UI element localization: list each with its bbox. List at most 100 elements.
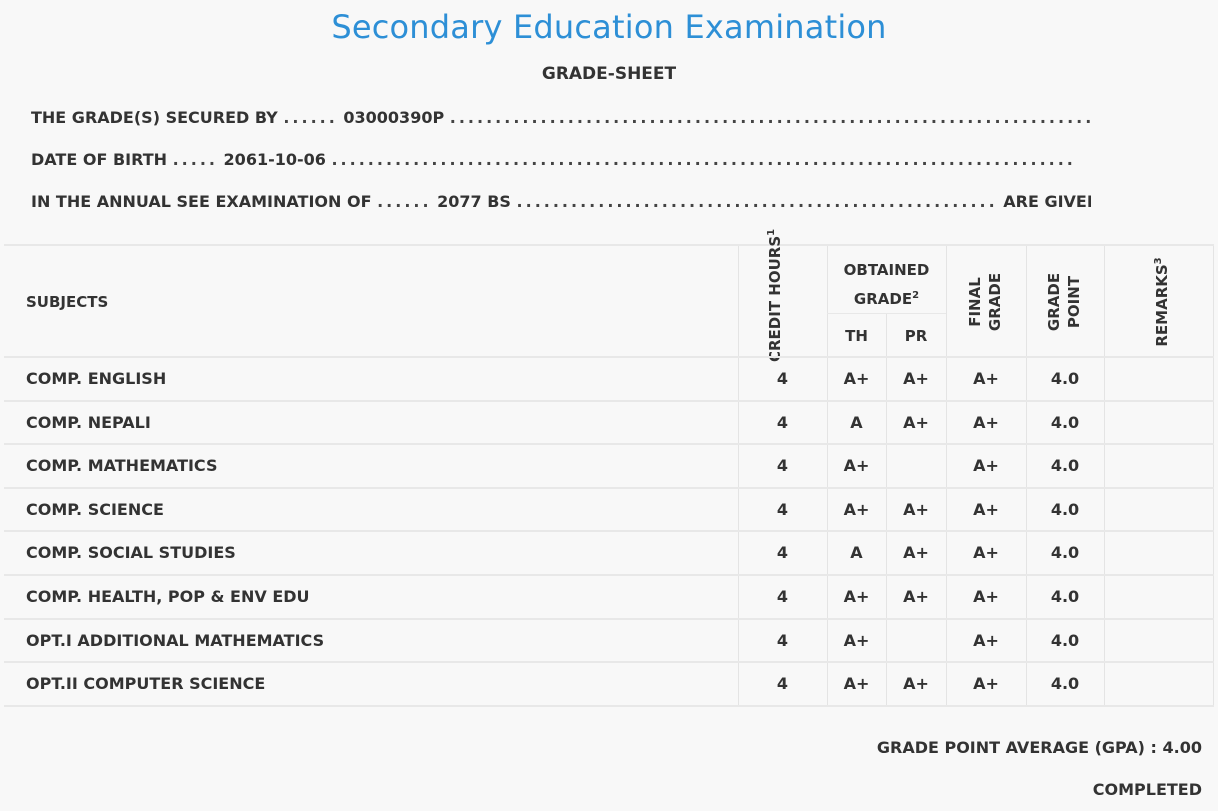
pr-grade-cell: A+ [903, 412, 929, 432]
final-grade-cell: A+ [973, 674, 999, 694]
footnote-mark: 1 [766, 228, 777, 236]
credit-hours-cell: 4 [776, 499, 789, 519]
credit-hours-cell: 4 [776, 456, 789, 476]
th-grade-cell: A+ [843, 499, 870, 519]
row-rule [4, 356, 1214, 358]
exam-label: IN THE ANNUAL SEE EXAMINATION OF [31, 192, 372, 211]
dot-leader: ..... [172, 150, 218, 169]
grade-point-cell: 4.0 [1050, 499, 1080, 519]
table-row: COMP. HEALTH, POP & ENV EDU 4 A+ A+ A+ 4.0 [0, 575, 1218, 618]
final-grade-cell: A+ [973, 369, 999, 388]
header-sub-rule [827, 313, 946, 314]
th-grade-cell: A+ [843, 630, 870, 650]
subject-cell: OPT.II COMPUTER SCIENCE [26, 674, 266, 694]
th-grade-cell: A+ [843, 674, 870, 694]
pr-grade-cell: A+ [903, 587, 929, 606]
credit-hours-cell: 4 [776, 543, 789, 563]
col-divider [1104, 246, 1105, 706]
grade-point-cell: 4.0 [1050, 412, 1080, 432]
row-rule [4, 574, 1214, 576]
col-divider [827, 246, 828, 706]
secured-by-label: THE GRADE(S) SECURED BY [31, 108, 278, 127]
header-final-grade: FINAL GRADE [966, 272, 1004, 332]
footnote-mark: 3 [1153, 257, 1164, 265]
exam-suffix: ARE GIVEN BELOW [1003, 192, 1091, 211]
credit-hours-cell: 4 [776, 674, 789, 694]
final-grade-cell: A+ [973, 456, 999, 476]
dot-leader: ...... [377, 192, 432, 211]
result-status: COMPLETED [1092, 780, 1202, 799]
col-divider [886, 314, 887, 706]
row-rule [4, 530, 1214, 533]
grade-point-cell: 4.0 [1050, 587, 1080, 606]
dot-leader: ...... [283, 108, 338, 127]
header-remarks: REMARKS3 [1149, 252, 1171, 352]
table-row: OPT.I ADDITIONAL MATHEMATICS 4 A+ A+ 4.0 [0, 619, 1218, 662]
table-top-rule [4, 244, 1214, 246]
exam-value: 2077 BS [437, 192, 511, 211]
subject-cell: COMP. NEPALI [26, 412, 151, 432]
row-rule [4, 661, 1214, 664]
header-credit-hours-label: CREDIT HOURS [766, 235, 784, 362]
subject-cell: COMP. MATHEMATICS [26, 456, 218, 476]
dob-line: DATE OF BIRTH ..... 2061-10-06 .........… [31, 150, 1077, 169]
row-rule [4, 486, 1214, 489]
secured-by-value: 03000390P [343, 108, 445, 127]
exam-line: IN THE ANNUAL SEE EXAMINATION OF ...... … [31, 192, 1091, 211]
page-subtitle: GRADE-SHEET [541, 64, 677, 84]
dob-label: DATE OF BIRTH [31, 150, 167, 169]
header-grade-point: GRADE POINT [1045, 272, 1083, 332]
row-rule [4, 617, 1214, 620]
header-obtained-grade-label: OBTAINED GRADE [843, 261, 930, 308]
header-obtained-grade: OBTAINED GRADE2 [827, 258, 946, 312]
th-grade-cell: A+ [843, 369, 870, 388]
subject-cell: COMP. ENGLISH [26, 369, 167, 388]
dob-value: 2061-10-06 [223, 150, 326, 169]
header-subjects: SUBJECTS [26, 293, 109, 311]
th-grade-cell: A+ [843, 587, 870, 606]
col-divider [738, 246, 739, 706]
subject-cell: COMP. SCIENCE [26, 499, 164, 519]
row-rule [4, 399, 1214, 402]
pr-grade-cell: A+ [903, 674, 929, 694]
grade-point-cell: 4.0 [1050, 456, 1080, 476]
grade-point-cell: 4.0 [1050, 674, 1080, 694]
table-row: OPT.II COMPUTER SCIENCE 4 A+ A+ A+ 4.0 [0, 662, 1218, 705]
table-row: COMP. NEPALI 4 A A+ A+ 4.0 [0, 401, 1218, 444]
credit-hours-cell: 4 [776, 587, 789, 606]
col-divider [1213, 246, 1214, 706]
pr-grade-cell: A+ [903, 369, 929, 388]
grade-point-cell: 4.0 [1050, 369, 1080, 388]
table-row: COMP. MATHEMATICS 4 A+ A+ 4.0 [0, 444, 1218, 487]
final-grade-cell: A+ [973, 543, 999, 563]
footnote-mark: 2 [912, 290, 920, 301]
final-grade-cell: A+ [973, 499, 999, 519]
pr-grade-cell: A+ [903, 543, 929, 563]
header-credit-hours: CREDIT HOURS1 [762, 229, 804, 362]
page-title: Secondary Education Examination [331, 8, 887, 46]
row-rule [4, 443, 1214, 446]
subject-cell: COMP. SOCIAL STUDIES [26, 543, 236, 563]
col-divider [1026, 246, 1027, 706]
dot-leader: ........................................… [449, 108, 1091, 127]
table-row: COMP. ENGLISH 4 A+ A+ A+ 4.0 [0, 357, 1218, 400]
header-remarks-label: REMARKS [1153, 264, 1171, 347]
gpa-summary: GRADE POINT AVERAGE (GPA) : 4.00 [876, 738, 1202, 757]
secured-by-line: THE GRADE(S) SECURED BY ...... 03000390P… [31, 108, 1091, 127]
subject-cell: COMP. HEALTH, POP & ENV EDU [26, 587, 310, 606]
th-grade-cell: A+ [843, 456, 870, 476]
th-grade-cell: A [850, 412, 863, 432]
final-grade-cell: A+ [973, 630, 999, 650]
final-grade-cell: A+ [973, 587, 999, 606]
header-th: TH [845, 327, 868, 345]
grade-point-cell: 4.0 [1050, 630, 1080, 650]
table-bottom-rule [4, 705, 1214, 707]
pr-grade-cell: A+ [903, 499, 929, 519]
col-divider [946, 246, 947, 706]
credit-hours-cell: 4 [776, 369, 789, 388]
subject-cell: OPT.I ADDITIONAL MATHEMATICS [26, 630, 325, 650]
header-pr: PR [904, 327, 928, 345]
table-row: COMP. SCIENCE 4 A+ A+ A+ 4.0 [0, 488, 1218, 531]
th-grade-cell: A [850, 543, 863, 563]
